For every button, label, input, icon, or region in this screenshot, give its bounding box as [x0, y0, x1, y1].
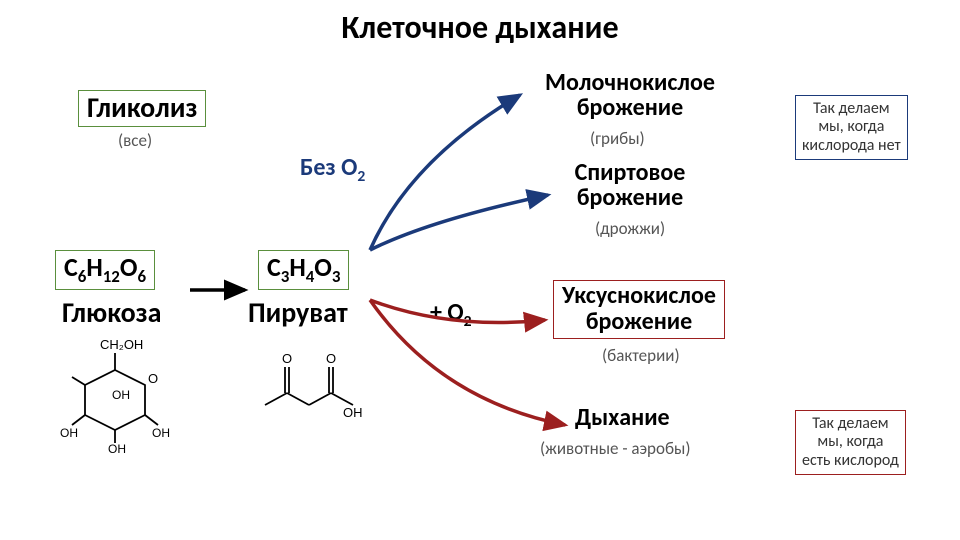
svg-text:OH: OH — [152, 426, 170, 440]
svg-text:OH: OH — [108, 442, 126, 455]
lactic-sub: (грибы) — [590, 128, 645, 149]
glycolysis-box: Гликолиз — [78, 90, 206, 127]
note-aerobic: Так делаем мы, когда есть кислород — [795, 410, 906, 475]
page-title: Клеточное дыхание — [0, 8, 960, 47]
respiration-label: Дыхание — [575, 405, 670, 430]
alcohol-label: Спиртовое брожение — [555, 160, 705, 210]
glucose-formula: C6H12O6 — [55, 250, 155, 290]
acetic-sub: (бактерии) — [602, 345, 680, 366]
svg-text:O: O — [326, 351, 336, 366]
svg-text:O: O — [148, 371, 158, 386]
glucose-label: Глюкоза — [62, 298, 161, 327]
svg-text:OH: OH — [112, 388, 130, 402]
svg-text:OH: OH — [343, 405, 363, 420]
with-o2-label: + O2 — [430, 300, 472, 330]
svg-text:O: O — [282, 351, 292, 366]
svg-text:OH: OH — [60, 426, 78, 440]
without-o2-label: Без O2 — [300, 155, 365, 185]
lactic-label: Молочнокислое брожение — [520, 70, 740, 120]
respiration-sub: (животные - аэробы) — [540, 438, 691, 459]
alcohol-sub: (дрожжи) — [595, 218, 665, 239]
acetic-box: Уксуснокислое брожение — [553, 280, 725, 339]
pyruvate-label: Пируват — [248, 298, 348, 327]
note-anaerobic: Так делаем мы, когда кислорода нет — [795, 95, 908, 160]
glucose-structure: CH₂OH O OH OH OH OH — [60, 335, 180, 455]
pyruvate-formula: C3H4O3 — [258, 250, 349, 290]
svg-text:CH₂OH: CH₂OH — [100, 337, 143, 352]
pyruvate-structure: O O OH — [255, 345, 375, 435]
glycolysis-sub: (все) — [118, 130, 152, 151]
